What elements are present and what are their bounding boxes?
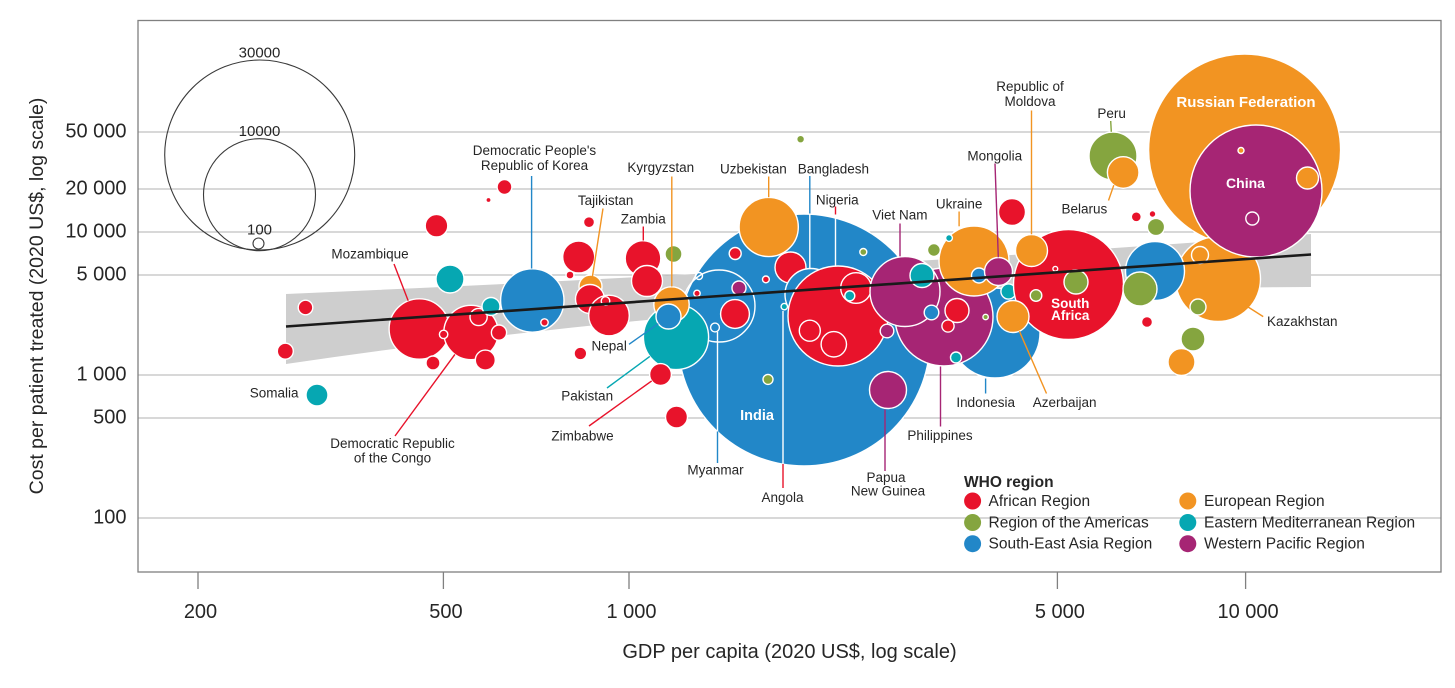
svg-text:5 000: 5 000: [1035, 601, 1085, 623]
svg-text:Russian Federation: Russian Federation: [1176, 94, 1315, 111]
svg-text:WHO region: WHO region: [964, 474, 1054, 491]
svg-text:Ukraine: Ukraine: [936, 197, 983, 212]
svg-text:Indonesia: Indonesia: [956, 395, 1015, 410]
svg-text:Nigeria: Nigeria: [816, 193, 859, 208]
svg-text:Philippines: Philippines: [907, 428, 973, 443]
svg-text:Democratic Republic: Democratic Republic: [330, 436, 455, 451]
svg-text:Nepal: Nepal: [592, 339, 627, 354]
svg-text:10 000: 10 000: [1218, 601, 1279, 623]
svg-text:Republic of: Republic of: [996, 79, 1064, 94]
svg-text:Bangladesh: Bangladesh: [798, 162, 869, 177]
svg-text:Viet Nam: Viet Nam: [872, 208, 927, 223]
svg-text:Somalia: Somalia: [250, 386, 299, 401]
svg-text:India: India: [740, 408, 775, 424]
svg-text:China: China: [1226, 175, 1265, 191]
svg-text:European Region: European Region: [1204, 493, 1325, 510]
svg-text:African Region: African Region: [989, 493, 1091, 510]
svg-text:GDP per capita (2020 US$, log: GDP per capita (2020 US$, log scale): [622, 641, 956, 663]
svg-text:30000: 30000: [239, 45, 281, 62]
svg-text:Angola: Angola: [761, 490, 804, 505]
svg-text:1 000: 1 000: [606, 601, 656, 623]
svg-text:Peru: Peru: [1097, 106, 1126, 121]
svg-text:Kazakhstan: Kazakhstan: [1267, 314, 1338, 329]
svg-text:Eastern Mediterranean Region: Eastern Mediterranean Region: [1204, 515, 1415, 532]
svg-text:Azerbaijan: Azerbaijan: [1033, 395, 1097, 410]
svg-text:Belarus: Belarus: [1062, 202, 1108, 217]
svg-text:10000: 10000: [239, 123, 281, 140]
svg-text:Pakistan: Pakistan: [561, 389, 613, 404]
svg-text:Republic of Korea: Republic of Korea: [481, 158, 589, 173]
svg-text:Papua: Papua: [866, 470, 906, 485]
svg-text:Mongolia: Mongolia: [967, 149, 1022, 164]
svg-text:Tajikistan: Tajikistan: [578, 193, 634, 208]
svg-text:Myanmar: Myanmar: [687, 463, 744, 478]
svg-text:500: 500: [429, 601, 462, 623]
svg-text:Mozambique: Mozambique: [331, 247, 408, 262]
svg-text:Kyrgyzstan: Kyrgyzstan: [627, 160, 694, 175]
svg-text:100: 100: [93, 507, 126, 529]
svg-text:Moldova: Moldova: [1004, 94, 1056, 109]
svg-text:South-East Asia Region: South-East Asia Region: [989, 536, 1153, 553]
svg-text:200: 200: [184, 601, 217, 623]
svg-text:Western Pacific Region: Western Pacific Region: [1204, 536, 1365, 553]
svg-text:Cost per patient treated (2020: Cost per patient treated (2020 US$, log …: [26, 98, 48, 495]
svg-text:Democratic People's: Democratic People's: [473, 143, 597, 158]
svg-text:Zambia: Zambia: [621, 212, 667, 227]
svg-text:500: 500: [93, 407, 126, 429]
svg-text:50 000: 50 000: [65, 121, 126, 143]
svg-text:of the Congo: of the Congo: [354, 451, 431, 466]
svg-text:South: South: [1051, 296, 1089, 311]
svg-text:10 000: 10 000: [65, 221, 126, 243]
svg-text:Africa: Africa: [1051, 308, 1090, 323]
svg-text:Zimbabwe: Zimbabwe: [551, 429, 613, 444]
svg-text:New Guinea: New Guinea: [851, 484, 926, 499]
svg-text:20 000: 20 000: [65, 178, 126, 200]
svg-text:100: 100: [247, 222, 272, 239]
svg-text:Region of the Americas: Region of the Americas: [989, 515, 1150, 532]
svg-text:5 000: 5 000: [76, 264, 126, 286]
svg-text:1 000: 1 000: [76, 364, 126, 386]
svg-text:Uzbekistan: Uzbekistan: [720, 162, 787, 177]
